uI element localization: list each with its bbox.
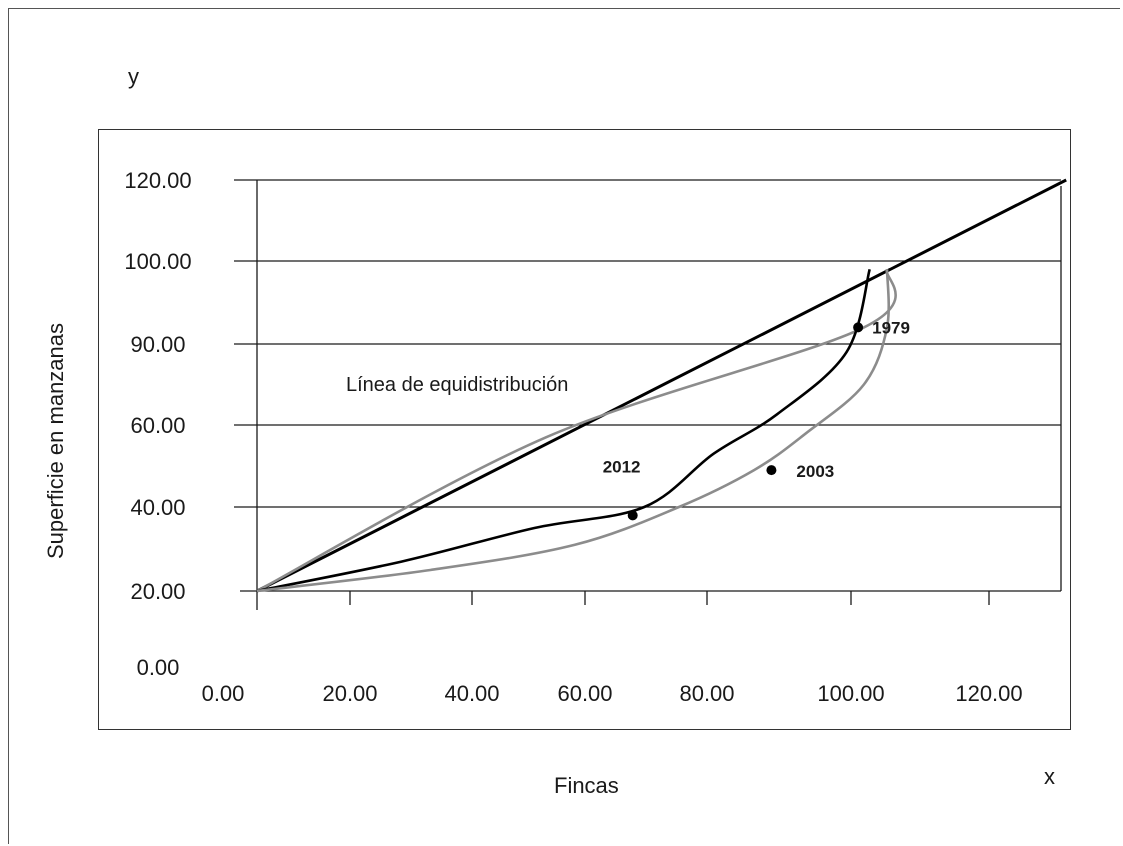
marker-point-2003 xyxy=(766,465,777,476)
y-tick-label-90.00: 90.00 xyxy=(130,332,185,357)
series-line-2003 xyxy=(256,269,891,593)
x-axis-title: Fincas xyxy=(554,773,619,798)
x-tick-label-40.00: 40.00 xyxy=(444,681,499,706)
outer-frame xyxy=(8,8,1120,844)
y-corner-label: y xyxy=(128,64,139,89)
equidistribution-annotation: Línea de equidistribución xyxy=(346,374,568,396)
x-tick-label-0.00: 0.00 xyxy=(202,681,245,706)
y-tick-label-100.00: 100.00 xyxy=(124,249,191,274)
series-line-l-nea-de-equidistribuci-n xyxy=(256,178,1067,593)
x-corner-label: x xyxy=(1044,764,1055,789)
marker-label-2012: 2012 xyxy=(603,457,641,476)
y-tick-label-40.00: 40.00 xyxy=(130,495,185,520)
x-tick-label-80.00: 80.00 xyxy=(679,681,734,706)
y-tick-label-120.00: 120.00 xyxy=(124,168,191,193)
marker-label-1979: 1979 xyxy=(872,318,910,337)
y-tick-label-0.00: 0.00 xyxy=(137,655,180,680)
x-tick-label-20.00: 20.00 xyxy=(322,681,377,706)
x-tick-label-120.00: 120.00 xyxy=(955,681,1022,706)
plot-frame xyxy=(98,129,1071,730)
y-tick-label-60.00: 60.00 xyxy=(130,413,185,438)
marker-point-1979 xyxy=(853,322,864,333)
series-line-1979 xyxy=(256,268,897,593)
y-tick-label-20.00: 20.00 xyxy=(130,579,185,604)
x-tick-label-100.00: 100.00 xyxy=(817,681,884,706)
marker-label-2003: 2003 xyxy=(796,462,834,481)
marker-point-2012 xyxy=(627,510,638,521)
x-tick-label-60.00: 60.00 xyxy=(557,681,612,706)
series-line-2012 xyxy=(256,268,871,593)
